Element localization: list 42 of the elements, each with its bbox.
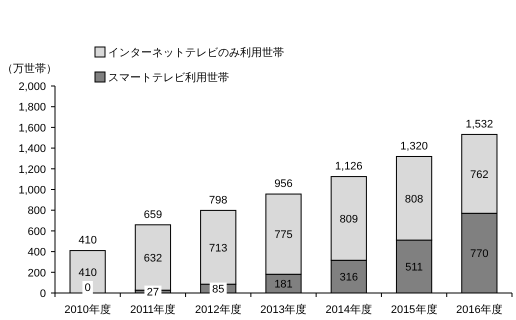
- data-label: 809: [340, 213, 358, 226]
- y-tick-label: 1,000: [18, 184, 46, 196]
- data-label: 316: [340, 272, 358, 284]
- x-tick-label: 2016年度: [456, 303, 503, 316]
- total-label: 410: [78, 234, 97, 247]
- data-label: 808: [404, 193, 424, 206]
- total-label: 1,532: [466, 118, 494, 130]
- data-label: 85: [210, 282, 227, 296]
- data-label: 713: [209, 242, 228, 254]
- y-tick-label: 600: [28, 226, 46, 238]
- data-label: 770: [470, 248, 489, 260]
- x-tick-label: 2015年度: [390, 303, 438, 316]
- y-tick-label: 800: [28, 205, 46, 218]
- y-tick-label: 1,200: [18, 164, 46, 176]
- data-label: 775: [274, 229, 293, 242]
- x-tick-label: 2013年度: [260, 303, 307, 316]
- data-label: 85: [212, 284, 224, 296]
- total-label: 659: [144, 208, 162, 221]
- data-label: 27: [146, 286, 160, 299]
- y-tick-label: 0: [40, 288, 46, 300]
- y-tick-label: 200: [28, 267, 46, 280]
- total-label: 956: [274, 178, 293, 190]
- total-label: 1,320: [400, 140, 428, 152]
- data-label: 632: [144, 252, 162, 264]
- total-label: 1,126: [335, 160, 363, 173]
- data-label: 511: [405, 262, 423, 274]
- y-tick-label: 1,600: [18, 122, 46, 134]
- y-axis-title: （万世帯）: [2, 62, 57, 75]
- x-tick-label: 2014年度: [326, 303, 372, 316]
- y-tick-label: 2,000: [18, 81, 46, 93]
- data-label: 0: [84, 282, 91, 294]
- total-label: 798: [209, 194, 228, 206]
- x-tick-label: 2011年度: [130, 303, 176, 316]
- x-tick-label: 2010年度: [64, 303, 111, 316]
- data-label: 410: [78, 266, 97, 279]
- x-tick-label: 2012年度: [194, 303, 242, 316]
- y-tick-label: 400: [28, 246, 46, 259]
- y-tick-label: 1,800: [18, 102, 46, 114]
- data-label: 0: [82, 281, 93, 294]
- data-label: 181: [274, 278, 293, 291]
- data-label: 762: [470, 168, 489, 181]
- y-tick-label: 1,400: [18, 143, 46, 156]
